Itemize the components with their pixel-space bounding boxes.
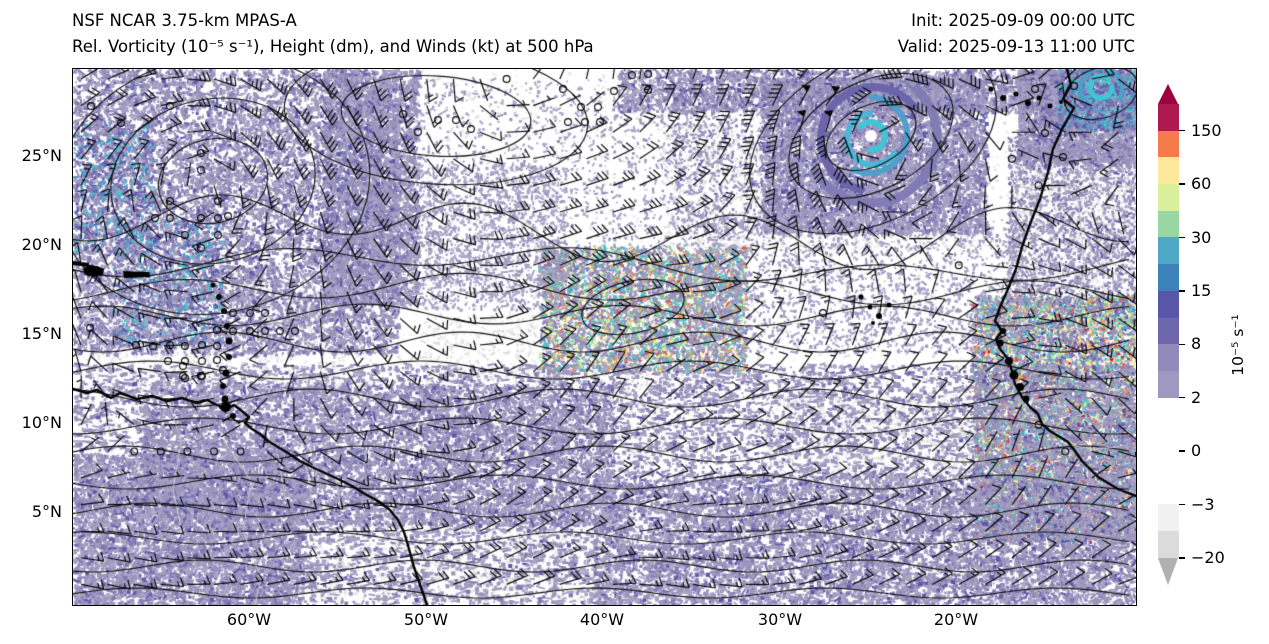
colorbar-tick-label: 150	[1191, 120, 1222, 140]
colorbar-tick-label: 15	[1191, 280, 1212, 300]
lat-tick-label: 25°N	[21, 146, 62, 165]
colorbar-tick	[1179, 450, 1185, 452]
colorbar-tick-label: 60	[1191, 174, 1212, 194]
colorbar-tick-label: 30	[1191, 227, 1212, 247]
colorbar-tick-label: 0	[1191, 441, 1202, 461]
init-time: Init: 2025-09-09 00:00 UTC	[911, 11, 1135, 30]
colorbar-cell	[1158, 504, 1179, 531]
colorbar-cell	[1158, 477, 1179, 505]
lat-tick-label: 20°N	[21, 235, 62, 254]
colorbar-cell	[1158, 237, 1179, 265]
colorbar-over-arrow	[1158, 84, 1178, 104]
lon-tick-label: 20°W	[933, 610, 979, 629]
colorbar-cell	[1158, 104, 1179, 131]
colorbar-cell	[1158, 370, 1179, 398]
colorbar-tick-label: 8	[1191, 334, 1202, 354]
lat-tick-label: 15°N	[21, 324, 62, 343]
colorbar-cell	[1158, 531, 1179, 558]
colorbar-cell	[1158, 264, 1179, 291]
lon-tick-label: 60°W	[226, 610, 272, 629]
colorbar-tick	[1179, 183, 1185, 185]
field-title: Rel. Vorticity (10⁻⁵ s⁻¹), Height (dm), …	[72, 37, 594, 56]
colorbar-tick	[1179, 290, 1185, 292]
colorbar-cell	[1158, 130, 1179, 158]
colorbar-tick	[1179, 396, 1185, 399]
colorbar-tick	[1179, 129, 1185, 132]
colorbar-tick-label: 2	[1191, 387, 1202, 407]
run-time-block: Init: 2025-09-09 00:00 UTC Valid: 2025-0…	[898, 8, 1135, 60]
colorbar-cell	[1158, 424, 1179, 451]
colorbar-cell	[1158, 184, 1179, 211]
colorbar-tick-label: −20	[1191, 547, 1225, 567]
map-plot-area	[72, 68, 1137, 606]
colorbar-cell	[1158, 344, 1179, 371]
colorbar-cell	[1158, 157, 1179, 185]
lat-tick-label: 10°N	[21, 413, 62, 432]
colorbar-cell	[1158, 290, 1179, 318]
lon-tick-label: 30°W	[757, 610, 803, 629]
colorbar-cells	[1158, 104, 1179, 558]
title-block: NSF NCAR 3.75-km MPAS-A Rel. Vorticity (…	[72, 8, 594, 60]
colorbar-cell	[1158, 397, 1179, 425]
colorbar-cell	[1158, 317, 1179, 345]
model-title: NSF NCAR 3.75-km MPAS-A	[72, 11, 297, 30]
lon-tick-label: 50°W	[403, 610, 449, 629]
colorbar-tick-label: −3	[1191, 494, 1215, 514]
colorbar-units-label: 10⁻⁵ s⁻¹	[1229, 314, 1247, 376]
colorbar-cell	[1158, 210, 1179, 238]
valid-time: Valid: 2025-09-13 11:00 UTC	[897, 37, 1135, 56]
colorbar-tick	[1179, 343, 1185, 346]
vorticity-wind-map	[73, 69, 1136, 605]
lon-tick-label: 40°W	[579, 610, 625, 629]
colorbar-tick	[1179, 557, 1185, 559]
colorbar-under-arrow	[1158, 557, 1178, 585]
colorbar-tick	[1179, 503, 1185, 506]
colorbar-tick	[1179, 236, 1185, 239]
colorbar-cell	[1158, 450, 1179, 478]
lat-tick-label: 5°N	[31, 502, 62, 521]
